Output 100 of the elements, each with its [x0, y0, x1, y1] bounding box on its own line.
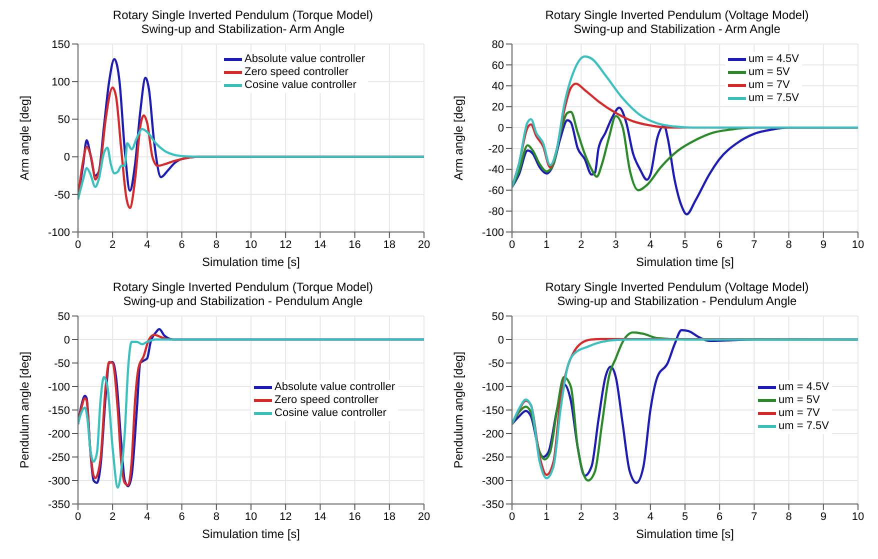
y-tick-label: -150	[48, 404, 70, 417]
x-tick-label: 0	[508, 510, 516, 523]
x-tick-label: 8	[786, 510, 792, 523]
x-tick-label: 5	[682, 510, 688, 523]
x-tick-label: 12	[279, 510, 292, 523]
x-tick-label: 6	[716, 238, 723, 251]
x-axis-title: Simulation time [s]	[636, 527, 734, 541]
x-tick-label: 0	[74, 238, 82, 251]
x-tick-label: 8	[213, 510, 220, 523]
x-tick-label: 3	[612, 510, 619, 523]
legend-label: Zero speed controller	[244, 66, 348, 79]
y-tick-label: -100	[482, 381, 504, 394]
legend-label: Absolute value controller	[244, 53, 365, 66]
chart-title: Rotary Single Inverted Pendulum (Voltage Model)	[544, 280, 810, 294]
x-tick-label: 5	[682, 238, 688, 251]
legend-label: um = 7V	[778, 407, 820, 420]
y-tick-label: 50	[492, 310, 504, 323]
y-axis-title: Arm angle [deg]	[451, 96, 466, 180]
y-tick-label: -200	[482, 428, 504, 440]
line-series	[512, 55, 858, 188]
y-tick-label: -350	[48, 498, 70, 511]
y-tick-label: -150	[482, 404, 504, 417]
x-tick-label: 7	[751, 238, 758, 251]
legend-label: um = 5V	[748, 66, 790, 79]
y-tick-label: 50	[58, 114, 70, 126]
x-tick-label: 10	[244, 238, 258, 251]
chart-subtitle: Swing-up and Stabilization - Pendulum Angle	[556, 294, 798, 308]
x-tick-label: 2	[578, 238, 584, 251]
y-tick-label: -100	[48, 381, 70, 394]
x-tick-label: 16	[348, 238, 361, 251]
x-tick-label: 20	[418, 510, 430, 523]
legend-label: um = 5V	[778, 394, 820, 407]
x-tick-label: 10	[852, 510, 864, 523]
y-tick-label: 40	[492, 80, 504, 93]
x-tick-label: 4	[647, 510, 654, 523]
y-tick-label: -350	[482, 498, 504, 511]
y-tick-label: -300	[48, 475, 70, 488]
y-tick-label: 0	[64, 152, 70, 164]
y-tick-label: 0	[498, 122, 504, 134]
x-axis-title: Simulation time [s]	[202, 255, 300, 269]
x-tick-label: 6	[178, 238, 185, 251]
y-tick-label: -40	[488, 164, 504, 176]
y-tick-label: 50	[58, 310, 70, 323]
legend-label: um = 4.5V	[748, 53, 799, 66]
y-tick-label: -250	[48, 452, 70, 464]
x-tick-label: 2	[110, 510, 116, 523]
y-tick-label: -50	[488, 358, 504, 370]
x-tick-label: 8	[786, 238, 792, 251]
y-axis-title: Arm angle [deg]	[17, 96, 32, 180]
x-tick-label: 16	[348, 510, 361, 523]
x-tick-label: 4	[144, 510, 150, 523]
x-tick-label: 0	[508, 238, 516, 251]
x-tick-label: 2	[110, 238, 116, 251]
legend-label: um = 4.5V	[778, 381, 829, 394]
x-tick-label: 1	[544, 238, 550, 251]
x-tick-label: 14	[314, 238, 326, 251]
y-tick-label: 100	[52, 76, 70, 89]
x-tick-label: 0	[74, 510, 82, 523]
y-tick-label: 60	[492, 60, 504, 72]
x-tick-label: 6	[178, 510, 185, 523]
x-tick-label: 8	[213, 238, 220, 251]
legend-label: um = 7.5V	[748, 92, 799, 105]
legend-label: Cosine value controller	[274, 407, 386, 420]
chart-subtitle: Swing-up and Stabilization - Arm Angle	[572, 22, 782, 36]
x-tick-label: 12	[279, 238, 292, 251]
x-tick-label: 7	[751, 510, 758, 523]
y-axis-title: Pendulum angle [deg]	[17, 352, 32, 468]
legend-label: um = 7.5V	[778, 420, 829, 433]
y-tick-label: -250	[482, 452, 504, 464]
chart-subtitle: Swing-up and Stabilization - Pendulum Angle	[122, 294, 364, 308]
y-tick-label: -20	[488, 143, 504, 156]
chart-title: Rotary Single Inverted Pendulum (Torque Model)	[112, 280, 374, 294]
x-tick-label: 10	[852, 238, 864, 251]
y-tick-label: -100	[48, 226, 70, 239]
legend-label: Cosine value controller	[244, 79, 356, 92]
line-series	[78, 128, 424, 201]
y-tick-label: 80	[492, 38, 504, 51]
x-tick-label: 18	[383, 238, 396, 251]
x-tick-label: 10	[244, 510, 258, 523]
legend-label: um = 7V	[748, 79, 790, 92]
y-tick-label: 20	[492, 102, 504, 114]
y-tick-label: -50	[54, 358, 70, 370]
y-tick-label: -60	[488, 185, 504, 198]
x-tick-label: 6	[716, 510, 723, 523]
y-tick-label: -50	[54, 189, 70, 202]
y-tick-label: -80	[488, 206, 504, 218]
x-tick-label: 20	[418, 238, 430, 251]
chart-title: Rotary Single Inverted Pendulum (Torque Model)	[112, 8, 374, 22]
x-tick-label: 2	[578, 510, 584, 523]
x-axis-title: Simulation time [s]	[636, 255, 734, 269]
chart-subtitle: Swing-up and Stabilization- Arm Angle	[140, 22, 346, 36]
y-axis-title: Pendulum angle [deg]	[451, 352, 466, 468]
y-tick-label: 0	[64, 334, 70, 346]
x-tick-label: 14	[314, 510, 326, 523]
x-axis-title: Simulation time [s]	[202, 527, 300, 541]
x-tick-label: 18	[383, 510, 396, 523]
x-tick-label: 4	[647, 238, 654, 251]
y-tick-label: 0	[498, 334, 504, 346]
x-tick-label: 4	[144, 238, 150, 251]
x-tick-label: 9	[820, 510, 826, 523]
